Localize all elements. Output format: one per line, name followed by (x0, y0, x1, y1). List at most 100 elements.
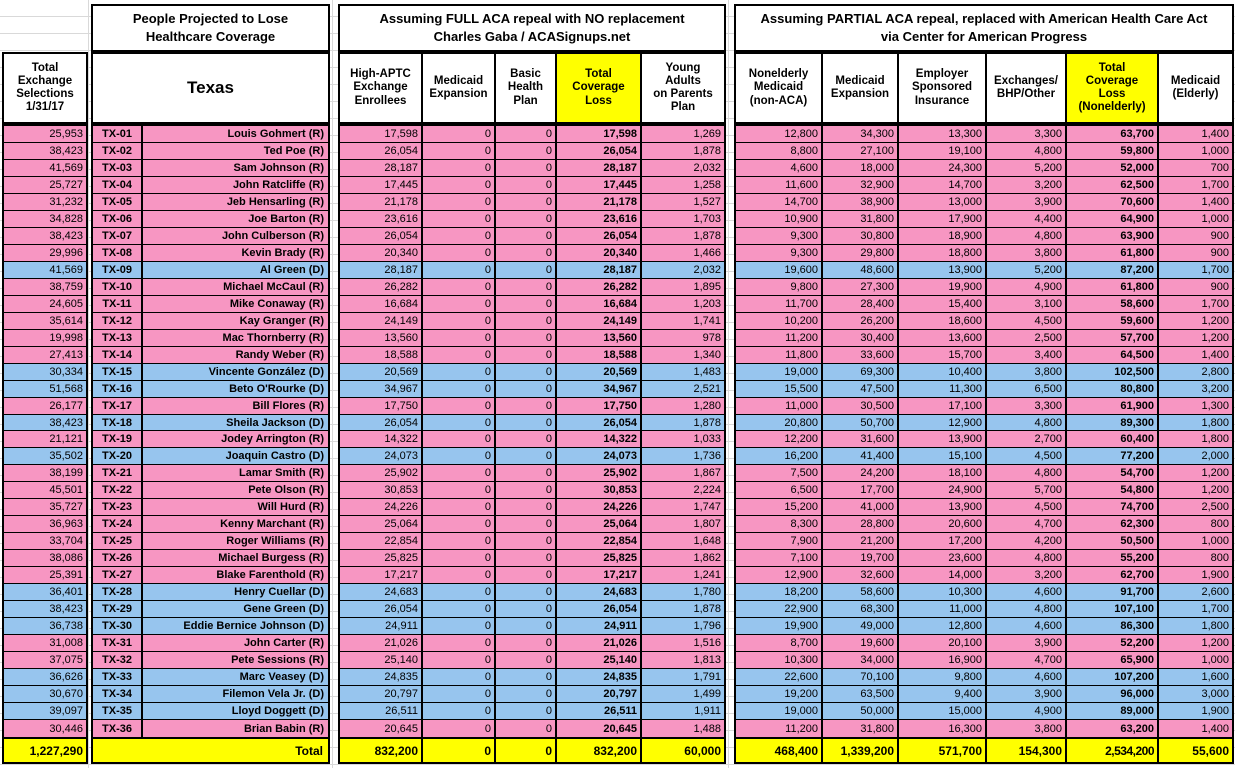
district-cell[interactable]: TX-06 (102, 212, 132, 225)
ahca-medicaid-expansion-cell[interactable]: 47,500 (821, 380, 897, 397)
exchange-selections-cell[interactable]: 31,232 (49, 195, 83, 208)
young-adults-cell[interactable]: 1,340 (640, 346, 724, 363)
total-coverage-loss-cell[interactable]: 23,616 (555, 210, 640, 227)
ahca-medicaid-expansion-cell[interactable]: 26,200 (821, 312, 897, 329)
total-coverage-loss-cell[interactable]: 28,187 (555, 261, 640, 278)
district-cell[interactable]: TX-11 (102, 297, 132, 310)
nonelderly-medicaid-cell[interactable]: 9,300 (790, 246, 818, 259)
basic-health-plan-cell[interactable]: 0 (494, 431, 555, 448)
basic-health-plan-cell[interactable]: 0 (494, 414, 555, 431)
nonelderly-medicaid-cell[interactable]: 22,900 (784, 603, 818, 616)
total-loss-nonelderly-cell[interactable]: 54,700 (1065, 465, 1157, 482)
employer-sponsored-cell[interactable]: 16,900 (897, 652, 985, 669)
exchanges-bhp-cell[interactable]: 4,800 (985, 465, 1065, 482)
medicaid-expansion-cell[interactable]: 0 (421, 448, 494, 465)
nonelderly-medicaid-cell[interactable]: 19,000 (784, 365, 818, 378)
district-cell[interactable]: TX-35 (102, 705, 132, 718)
ahca-medicaid-expansion-cell[interactable]: 31,800 (821, 720, 897, 737)
medicaid-elderly-cell[interactable]: 900 (1157, 278, 1232, 295)
medicaid-expansion-cell[interactable]: 0 (421, 159, 494, 176)
basic-health-plan-cell[interactable]: 0 (494, 227, 555, 244)
basic-health-plan-cell[interactable]: 0 (494, 601, 555, 618)
total-coverage-loss-cell[interactable]: 25,902 (555, 465, 640, 482)
total-coverage-loss-cell[interactable]: 17,598 (555, 126, 640, 142)
exchange-selections-cell[interactable]: 35,614 (49, 314, 83, 327)
representative-cell[interactable]: Roger Williams (R) (141, 533, 328, 550)
district-cell[interactable]: TX-15 (102, 365, 132, 378)
nonelderly-medicaid-cell[interactable]: 7,500 (790, 467, 818, 480)
district-cell[interactable]: TX-05 (102, 195, 132, 208)
district-cell[interactable]: TX-09 (102, 263, 132, 276)
high-aptc-cell[interactable]: 26,282 (384, 280, 418, 293)
employer-sponsored-cell[interactable]: 24,300 (897, 159, 985, 176)
exchange-selections-cell[interactable]: 39,097 (49, 705, 83, 718)
district-cell[interactable]: TX-26 (102, 552, 132, 565)
employer-sponsored-cell[interactable]: 11,000 (897, 601, 985, 618)
medicaid-expansion-cell[interactable]: 0 (421, 635, 494, 652)
high-aptc-cell[interactable]: 26,511 (385, 705, 418, 718)
young-adults-cell[interactable]: 1,499 (640, 686, 724, 703)
exchange-selections-cell[interactable]: 38,199 (49, 467, 83, 480)
total-loss-nonelderly-cell[interactable]: 102,500 (1065, 363, 1157, 380)
medicaid-expansion-cell[interactable]: 0 (421, 227, 494, 244)
medicaid-expansion-cell[interactable]: 0 (421, 618, 494, 635)
total-coverage-loss-cell[interactable]: 34,967 (555, 380, 640, 397)
medicaid-elderly-cell[interactable]: 2,600 (1157, 584, 1232, 601)
nonelderly-medicaid-cell[interactable]: 11,800 (785, 348, 818, 361)
medicaid-expansion-cell[interactable]: 0 (421, 261, 494, 278)
employer-sponsored-cell[interactable]: 15,100 (897, 448, 985, 465)
high-aptc-cell[interactable]: 17,750 (384, 399, 418, 412)
total-loss-nonelderly-cell[interactable]: 63,700 (1065, 126, 1157, 142)
medicaid-elderly-total[interactable]: 55,600 (1157, 739, 1232, 762)
employer-sponsored-cell[interactable]: 20,600 (897, 516, 985, 533)
header-basic-health-plan[interactable]: Basic Health Plan (494, 54, 555, 122)
exchanges-bhp-cell[interactable]: 4,800 (985, 601, 1065, 618)
medicaid-elderly-cell[interactable]: 1,000 (1157, 652, 1232, 669)
total-loss-nonelderly-cell[interactable]: 62,700 (1065, 567, 1157, 584)
medicaid-expansion-cell[interactable]: 0 (421, 126, 494, 142)
total-loss-nonelderly-cell[interactable]: 50,500 (1065, 533, 1157, 550)
basic-health-plan-cell[interactable]: 0 (494, 397, 555, 414)
exchanges-bhp-cell[interactable]: 4,900 (985, 703, 1065, 720)
medicaid-elderly-cell[interactable]: 1,900 (1157, 567, 1232, 584)
total-loss-nonelderly-cell[interactable]: 62,300 (1065, 516, 1157, 533)
representative-cell[interactable]: Randy Weber (R) (141, 346, 328, 363)
high-aptc-cell[interactable]: 17,445 (384, 178, 418, 191)
total-coverage-loss-cell[interactable]: 20,645 (555, 720, 640, 737)
exchanges-bhp-cell[interactable]: 3,400 (985, 346, 1065, 363)
employer-sponsored-cell[interactable]: 18,600 (897, 312, 985, 329)
total-loss-nonelderly-cell[interactable]: 59,600 (1065, 312, 1157, 329)
exchanges-bhp-cell[interactable]: 3,200 (985, 176, 1065, 193)
medicaid-expansion-cell[interactable]: 0 (421, 550, 494, 567)
total-loss-nonelderly-cell[interactable]: 86,300 (1065, 618, 1157, 635)
ahca-medicaid-expansion-cell[interactable]: 49,000 (821, 618, 897, 635)
exchanges-bhp-cell[interactable]: 3,900 (985, 686, 1065, 703)
basic-health-plan-cell[interactable]: 0 (494, 346, 555, 363)
total-coverage-loss-cell[interactable]: 25,064 (555, 516, 640, 533)
representative-cell[interactable]: Pete Sessions (R) (141, 652, 328, 669)
nonelderly-medicaid-cell[interactable]: 14,700 (784, 195, 818, 208)
exchange-selections-cell[interactable]: 36,738 (49, 620, 83, 633)
exchange-selections-cell[interactable]: 41,569 (49, 263, 83, 276)
texas-section-title[interactable]: People Projected to Lose Healthcare Cove… (91, 4, 330, 52)
exchange-selections-cell[interactable]: 35,727 (49, 501, 83, 514)
medicaid-elderly-cell[interactable]: 3,000 (1157, 686, 1232, 703)
exchanges-bhp-cell[interactable]: 4,200 (985, 533, 1065, 550)
total-loss-nonelderly-cell[interactable]: 58,600 (1065, 295, 1157, 312)
total-loss-nonelderly-cell[interactable]: 65,900 (1065, 652, 1157, 669)
district-cell[interactable]: TX-18 (102, 416, 132, 429)
representative-cell[interactable]: Lamar Smith (R) (141, 465, 328, 482)
exchanges-bhp-cell[interactable]: 2,700 (985, 431, 1065, 448)
medicaid-expansion-cell[interactable]: 0 (421, 584, 494, 601)
district-cell[interactable]: TX-19 (102, 433, 132, 446)
employer-sponsored-cell[interactable]: 23,600 (897, 550, 985, 567)
ahca-medicaid-expansion-cell[interactable]: 31,600 (821, 431, 897, 448)
young-adults-cell[interactable]: 1,488 (640, 720, 724, 737)
representative-cell[interactable]: Ted Poe (R) (141, 142, 328, 159)
employer-sponsored-cell[interactable]: 17,200 (897, 533, 985, 550)
district-cell[interactable]: TX-28 (102, 586, 132, 599)
exchange-selections-cell[interactable]: 30,670 (49, 688, 83, 701)
state-header[interactable]: Texas (91, 52, 330, 124)
nonelderly-medicaid-cell[interactable]: 11,700 (785, 297, 818, 310)
representative-cell[interactable]: Mike Conaway (R) (141, 295, 328, 312)
